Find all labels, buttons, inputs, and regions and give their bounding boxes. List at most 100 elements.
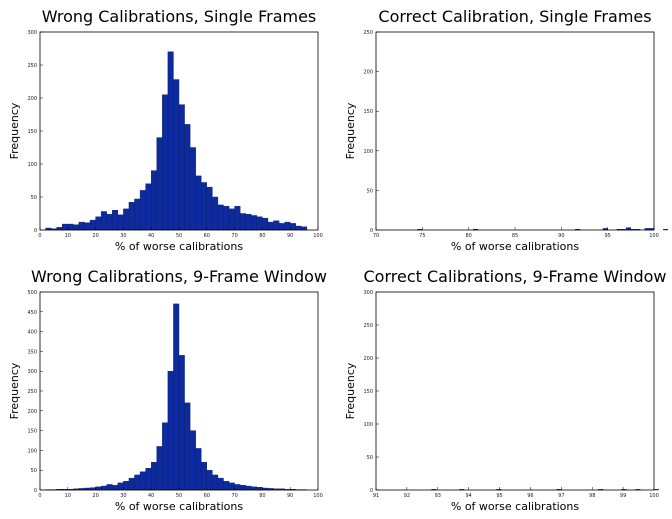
x-tick-label: 10: [65, 233, 71, 239]
x-tick-label: 93: [435, 493, 441, 499]
y-tick-label: 50: [31, 195, 37, 201]
x-tick-label: 94: [465, 493, 471, 499]
x-tick-label: 80: [259, 233, 265, 239]
histogram-bar: [139, 471, 146, 491]
y-tick-label: 50: [367, 455, 373, 461]
x-tick-label: 90: [558, 233, 564, 239]
chart-panel-wrong-single: Wrong Calibrations, Single Frames 0 10 20 30…: [0, 0, 336, 259]
x-tick-label: 96: [527, 493, 533, 499]
histogram-bar: [223, 481, 230, 491]
histogram-bar: [206, 186, 213, 231]
x-tick-label: 100: [313, 233, 323, 239]
x-tick-label: 100: [649, 233, 659, 239]
histogram-bar: [150, 170, 157, 231]
y-tick-label: 300: [363, 290, 373, 296]
x-axis-label: % of worse calibrations: [115, 500, 244, 513]
histogram-bar: [156, 137, 163, 231]
x-tick-label: 30: [120, 493, 126, 499]
y-tick-label: 0: [34, 488, 37, 494]
histogram-bar: [217, 204, 224, 231]
y-tick-label: 100: [363, 149, 373, 155]
histogram-bar: [256, 487, 263, 491]
histogram-bar: [295, 225, 302, 231]
histogram-bar: [239, 213, 246, 231]
x-axis-label: % of worse calibrations: [451, 240, 580, 253]
chart-panel-correct-single: Correct Calibration, Single Frames 70 75 80…: [336, 0, 672, 259]
histogram-bar: [184, 402, 191, 491]
histogram-bar: [167, 370, 174, 491]
y-tick-label: 250: [27, 63, 37, 69]
x-tick-label: 60: [204, 493, 210, 499]
histogram-bar: [234, 206, 241, 231]
y-axis-label: Frequency: [344, 102, 357, 159]
y-tick-label: 200: [27, 96, 37, 102]
chart-panel-correct-window: Correct Calibrations, 9-Frame Window 91 92…: [336, 260, 672, 519]
y-tick-label: 150: [27, 129, 37, 135]
histogram-bar: [100, 211, 107, 231]
histogram-svg: Correct Calibrations, 9-Frame Window 91 92…: [344, 267, 667, 513]
y-tick-label: 50: [31, 468, 37, 474]
histogram-bar: [251, 486, 258, 491]
x-tick-label: 30: [120, 233, 126, 239]
histogram-bar: [117, 482, 124, 491]
histogram-bar: [212, 196, 219, 231]
histogram-bar: [145, 468, 152, 491]
y-tick-label: 500: [27, 290, 37, 296]
histogram-bar: [262, 217, 269, 231]
histogram-svg: Wrong Calibrations, Single Frames 0 10 20 30…: [8, 7, 323, 253]
histogram-bar: [653, 489, 659, 491]
histogram-bar: [267, 221, 274, 231]
y-tick-label: 250: [363, 323, 373, 329]
histogram-bar: [134, 474, 141, 491]
histogram-svg: Wrong Calibrations, 9-Frame Window 0 10 20 3…: [8, 267, 327, 513]
x-tick-label: 99: [620, 493, 626, 499]
y-tick-label: 150: [27, 429, 37, 435]
histogram-bar: [189, 147, 196, 231]
histogram-bar: [663, 229, 669, 231]
plot-frame: [375, 31, 655, 231]
histogram-bar: [228, 482, 235, 491]
histogram-bar: [67, 223, 74, 231]
histogram-bar: [301, 226, 308, 231]
histogram-bar: [173, 79, 180, 231]
histogram-bar: [78, 221, 85, 231]
histogram-bar: [84, 222, 91, 231]
x-tick-label: 0: [38, 493, 41, 499]
y-tick-label: 0: [370, 488, 373, 494]
y-tick-label: 100: [363, 422, 373, 428]
histogram-bar: [106, 484, 113, 491]
x-tick-label: 92: [404, 493, 410, 499]
histogram-bar: [62, 223, 69, 231]
y-tick-label: 0: [34, 228, 37, 234]
histogram-bar: [89, 219, 96, 231]
histogram-bar: [123, 481, 130, 491]
histogram-bar: [212, 474, 219, 491]
x-tick-label: 100: [649, 493, 659, 499]
y-tick-label: 150: [363, 389, 373, 395]
histogram-bar: [195, 175, 202, 231]
histogram-svg: Correct Calibration, Single Frames 70 75 80…: [344, 7, 669, 253]
y-tick-label: 200: [27, 409, 37, 415]
x-tick-label: 80: [259, 493, 265, 499]
x-tick-label: 60: [204, 233, 210, 239]
histogram-bar: [95, 486, 102, 491]
histogram-bar: [223, 206, 230, 231]
x-tick-label: 98: [589, 493, 595, 499]
histogram-bar: [189, 430, 196, 491]
histogram-bar: [201, 182, 208, 231]
histogram-bar: [284, 221, 291, 231]
chart-title: Wrong Calibrations, Single Frames: [42, 7, 317, 26]
histogram-bar: [123, 208, 130, 231]
y-tick-label: 0: [370, 228, 373, 234]
histogram-bar: [273, 220, 280, 231]
x-tick-label: 95: [496, 493, 502, 499]
y-tick-label: 150: [363, 109, 373, 115]
x-tick-label: 50: [176, 233, 182, 239]
x-tick-label: 80: [465, 233, 471, 239]
histogram-bar: [195, 448, 202, 491]
histogram-bar: [217, 477, 224, 491]
chart-panel-wrong-window: Wrong Calibrations, 9-Frame Window 0 10 20 3…: [0, 260, 336, 519]
histogram-bar: [112, 485, 119, 491]
x-tick-label: 20: [92, 493, 98, 499]
x-tick-label: 20: [92, 233, 98, 239]
